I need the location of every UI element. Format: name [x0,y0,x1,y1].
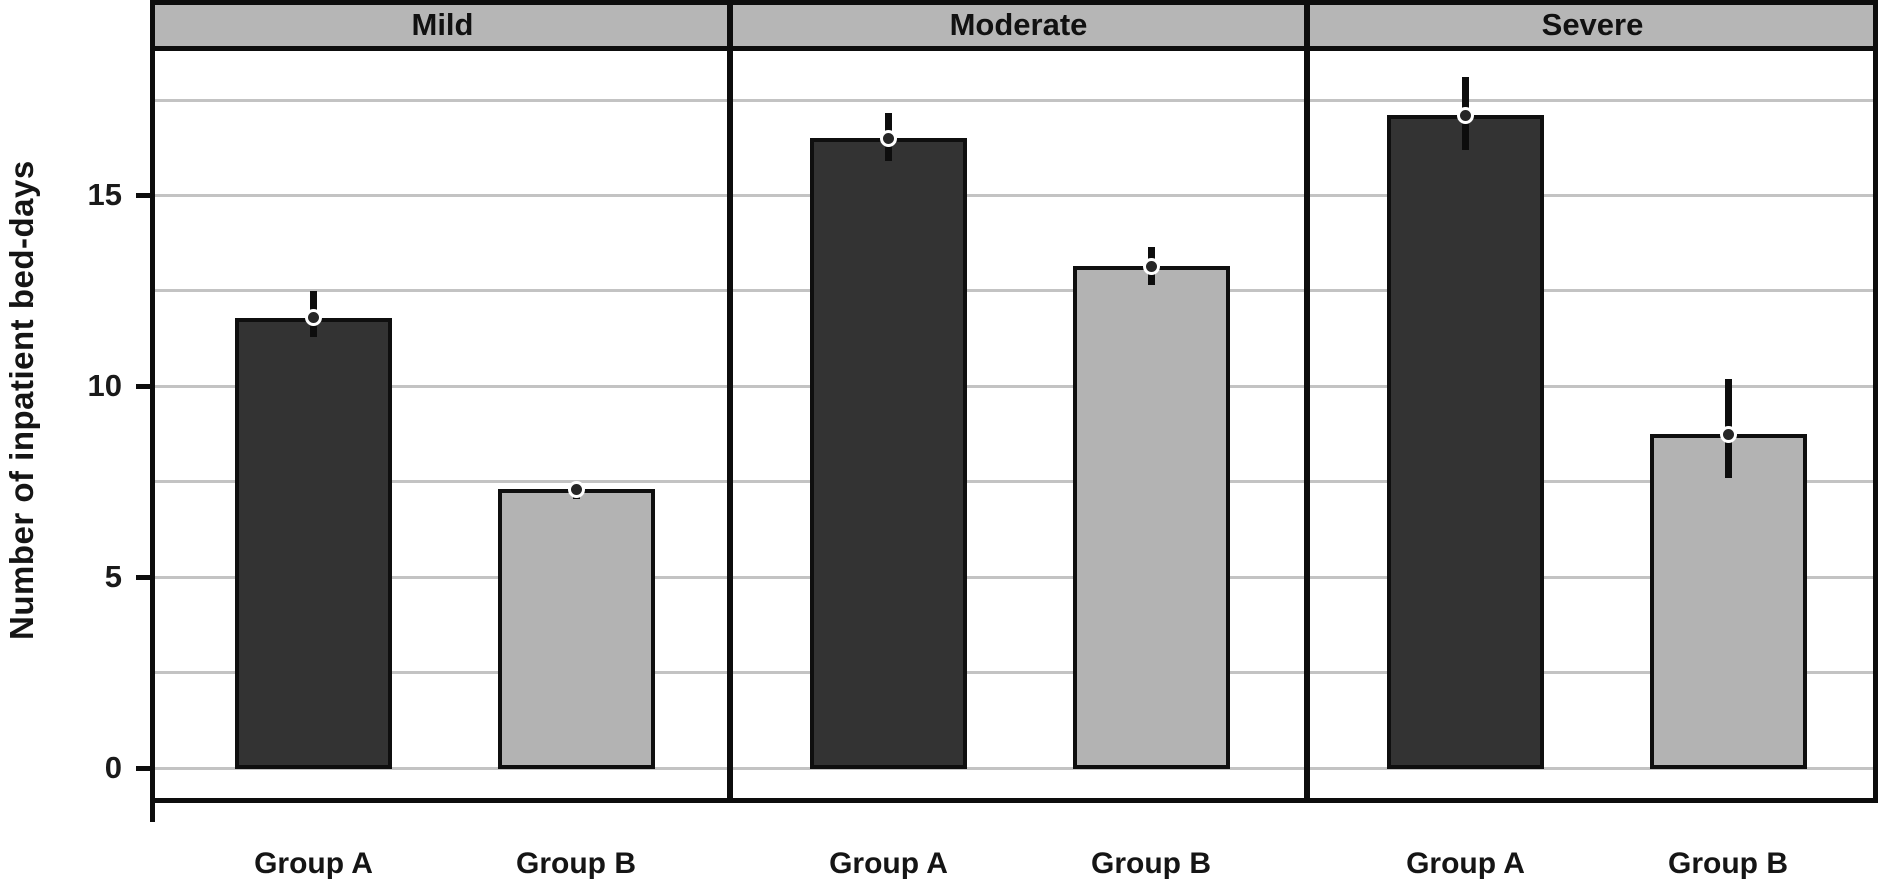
bar-mild-group-b [497,489,655,770]
y-axis-spine [150,0,155,822]
panel-divider-2 [1304,0,1310,803]
bar-severe-group-a [1387,115,1544,770]
y-tick-label-15: 15 [87,177,122,213]
mean-marker-moderate-group-b [1142,257,1160,275]
gridline-10 [155,384,1878,388]
gridline-0 [155,766,1878,770]
mean-marker-moderate-group-a [880,129,897,147]
x-category-label-group-b: Group B [1091,847,1211,880]
panel-title-severe: Severe [1541,7,1644,42]
mean-marker-severe-group-b [1719,425,1737,443]
frame-top-border [150,0,1878,5]
gridline-7.5 [155,480,1878,484]
gridline-2.5 [155,671,1878,675]
panel-header-strip [155,5,1878,46]
y-tick-label-10: 10 [87,368,122,404]
bar-moderate-group-a [810,138,967,770]
frame-right-border [1873,0,1878,803]
x-category-label-group-b: Group B [1668,847,1788,880]
y-tick-label-5: 5 [104,559,122,595]
y-tick-0 [136,765,150,771]
gridline-15 [155,193,1878,197]
panel-title-moderate: Moderate [949,7,1088,42]
mean-marker-severe-group-a [1457,106,1474,124]
y-tick-10 [136,383,150,389]
panel-title-mild: Mild [411,7,474,42]
bar-severe-group-b [1649,434,1807,770]
panel-header-bottom-border [155,46,1878,51]
bar-mild-group-a [235,317,392,770]
x-category-label-group-a: Group A [254,847,373,880]
x-category-label-group-a: Group A [829,847,948,880]
mean-marker-mild-group-b [567,480,585,498]
x-category-label-group-b: Group B [516,847,636,880]
y-tick-label-0: 0 [104,750,122,785]
gridline-17.5 [155,98,1878,102]
mean-marker-mild-group-a [305,309,322,327]
bar-moderate-group-b [1072,266,1230,770]
gridline-12.5 [155,289,1878,293]
y-tick-15 [136,192,150,198]
frame-bottom-border [150,798,1878,803]
gridline-5 [155,575,1878,579]
y-tick-5 [136,574,150,580]
x-category-label-group-a: Group A [1406,847,1525,880]
panel-divider-1 [727,0,733,803]
